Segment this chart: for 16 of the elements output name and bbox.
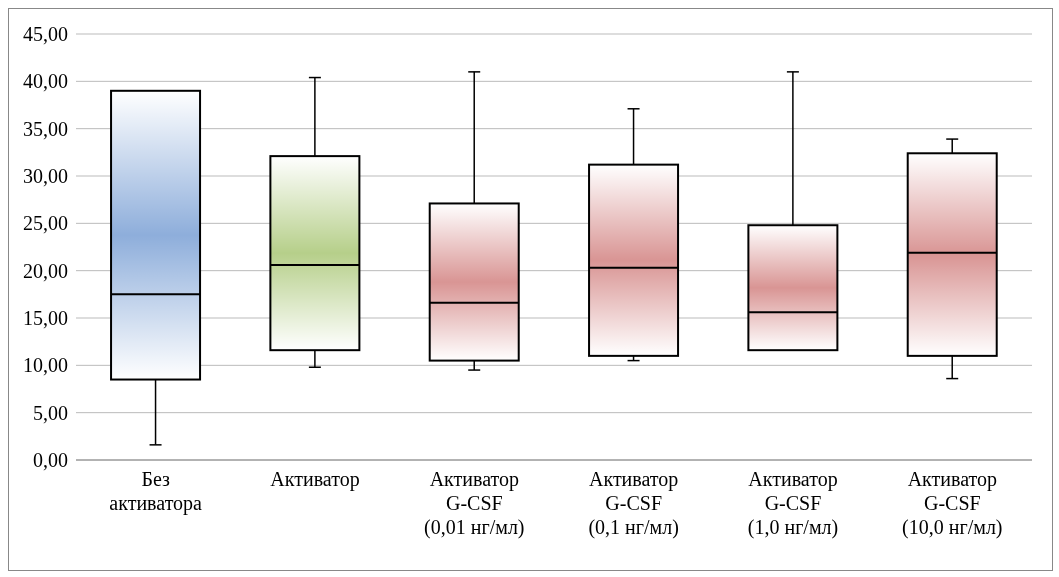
y-tick-label: 35,00 [23, 117, 68, 140]
y-tick-label: 25,00 [23, 212, 68, 235]
y-tick-label: 15,00 [23, 307, 68, 330]
x-tick-label: Активатор G-CSF (0,1 нг/мл) [588, 468, 679, 539]
y-tick-label: 5,00 [33, 401, 68, 424]
y-tick-label: 0,00 [33, 449, 68, 472]
x-tick-label: Активатор G-CSF (1,0 нг/мл) [747, 468, 839, 539]
y-tick-label: 20,00 [23, 259, 68, 282]
x-tick-label: Активатор G-CSF (0,01 нг/мл) [424, 468, 525, 539]
y-tick-label: 40,00 [23, 70, 68, 93]
x-tick-label: Активатор [270, 468, 360, 491]
y-tick-label: 45,00 [23, 23, 68, 46]
x-tick-label: Активатор G-CSF (10,0 нг/мл) [902, 468, 1003, 539]
y-tick-label: 10,00 [23, 354, 68, 377]
y-tick-label: 30,00 [23, 165, 68, 188]
x-tick-label: Без активатора [109, 468, 203, 515]
